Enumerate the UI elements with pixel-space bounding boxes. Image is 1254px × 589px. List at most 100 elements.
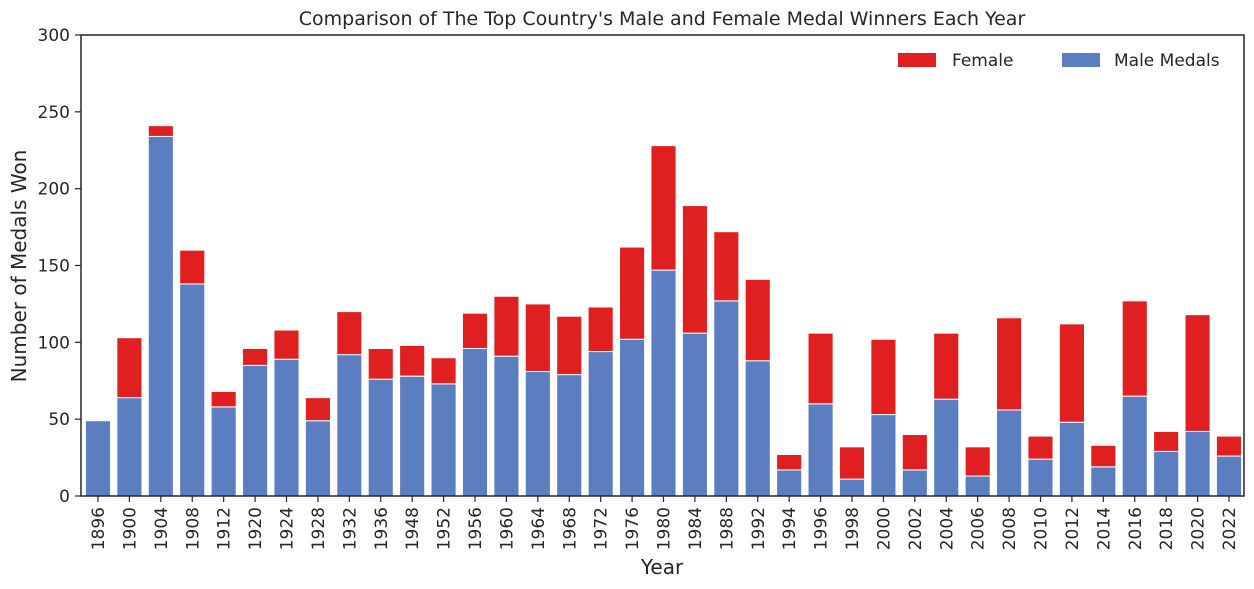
bar-male-1998 (838, 478, 866, 497)
legend-swatch-female (898, 53, 936, 67)
bar-female-1932 (336, 311, 363, 356)
x-tick-label: 2000 (874, 507, 894, 550)
bar-male-1996 (807, 403, 834, 497)
bar-female-1920 (242, 347, 269, 366)
bar-male-2008 (996, 409, 1023, 497)
bar-female-2016 (1121, 300, 1148, 397)
bar-female-2006 (964, 446, 991, 477)
x-tick-label: 1896 (89, 507, 109, 550)
bar-female-1992 (744, 278, 771, 362)
x-tick-label: 1900 (120, 507, 140, 550)
x-tick-label: 2006 (969, 507, 989, 550)
bar-female-1996 (807, 332, 834, 405)
x-tick-label: 2002 (906, 507, 926, 550)
x-tick-label: 1984 (686, 507, 706, 550)
bar-female-2018 (1153, 430, 1180, 452)
bar-male-2004 (933, 398, 960, 497)
x-tick-label: 1952 (435, 507, 455, 550)
x-tick-label: 1920 (246, 507, 266, 550)
bar-male-1968 (556, 374, 583, 497)
x-tick-label: 1968 (560, 507, 580, 550)
x-tick-label: 2004 (937, 507, 957, 550)
x-tick-label: 1956 (466, 507, 486, 550)
x-tick-label: 1994 (780, 507, 800, 550)
bar-male-1960 (493, 355, 520, 497)
bar-male-2012 (1058, 421, 1085, 497)
bar-male-2020 (1184, 430, 1211, 497)
bar-male-1964 (524, 371, 551, 497)
bar-male-1908 (179, 283, 206, 497)
x-tick-label: 1928 (309, 507, 329, 550)
bar-female-1968 (556, 315, 583, 376)
x-tick-label: 1976 (623, 507, 643, 550)
legend-label-female: Female (952, 51, 1013, 71)
bar-female-1976 (619, 246, 646, 340)
bar-female-1908 (179, 249, 206, 285)
x-tick-label: 2012 (1063, 507, 1083, 550)
legend-swatch-male (1062, 53, 1100, 67)
x-tick-label: 1948 (403, 507, 423, 550)
x-tick-label: 1980 (655, 507, 675, 550)
x-tick-label: 1912 (215, 507, 235, 550)
y-axis-ticks: 0 50 100 150 200 250 300 (38, 26, 81, 507)
bar-female-1912 (210, 391, 237, 408)
y-tick-label: 300 (38, 26, 70, 46)
bar-female-2008 (996, 317, 1023, 411)
bar-female-2000 (870, 338, 897, 416)
bar-male-1924 (273, 358, 300, 497)
x-tick-label: 1924 (278, 507, 298, 550)
bar-female-2014 (1090, 444, 1117, 468)
y-tick-label: 50 (48, 410, 70, 430)
legend-label-male: Male Medals (1114, 51, 1220, 71)
x-tick-label: 1998 (843, 507, 863, 550)
bar-female-1952 (430, 357, 457, 385)
x-tick-label: 1960 (497, 507, 517, 550)
bar-male-1900 (116, 397, 143, 497)
x-tick-label: 1996 (812, 507, 832, 550)
bar-male-1912 (210, 406, 237, 497)
bar-female-2002 (901, 434, 928, 471)
x-tick-label: 2016 (1126, 507, 1146, 550)
y-tick-label: 100 (38, 333, 70, 353)
x-tick-label: 1932 (340, 507, 360, 550)
bar-female-1936 (367, 347, 394, 380)
x-tick-label: 1936 (372, 507, 392, 550)
x-tick-label: 1988 (717, 507, 737, 550)
chart-title: Comparison of The Top Country's Male and… (299, 8, 1026, 30)
bar-female-1928 (304, 397, 331, 422)
bar-male-2000 (870, 414, 897, 497)
bar-female-1972 (587, 306, 614, 353)
bar-male-2016 (1121, 395, 1148, 497)
bar-male-1952 (430, 383, 457, 497)
legend: Female Male Medals (898, 51, 1220, 71)
y-tick-label: 250 (38, 103, 70, 123)
bar-male-1994 (776, 469, 803, 497)
x-tick-label: 1972 (592, 507, 612, 550)
x-tick-label: 2008 (1000, 507, 1020, 550)
bar-female-1984 (681, 205, 708, 334)
bar-female-2004 (933, 332, 960, 400)
bar-male-2002 (901, 469, 928, 497)
y-tick-label: 0 (59, 487, 70, 507)
bar-female-2012 (1058, 323, 1085, 423)
y-axis-label: Number of Medals Won (7, 150, 31, 383)
bar-female-1964 (524, 303, 551, 373)
x-tick-label: 1964 (529, 507, 549, 550)
bar-female-1904 (147, 125, 174, 137)
bar-female-1994 (776, 454, 803, 471)
bar-male-1932 (336, 354, 363, 497)
bar-male-1992 (744, 360, 771, 497)
bar-female-1960 (493, 295, 520, 357)
bar-male-1988 (713, 300, 740, 497)
bar-female-1948 (399, 344, 426, 377)
bar-male-2014 (1090, 466, 1117, 497)
bar-female-2020 (1184, 314, 1211, 432)
bar-female-1956 (461, 312, 489, 349)
bar-female-2010 (1027, 435, 1054, 460)
bar-male-2022 (1215, 455, 1243, 497)
x-tick-label: 1904 (152, 507, 172, 550)
bar-male-1972 (587, 351, 614, 497)
bar-male-1980 (650, 269, 677, 497)
bar-female-1988 (713, 231, 740, 302)
